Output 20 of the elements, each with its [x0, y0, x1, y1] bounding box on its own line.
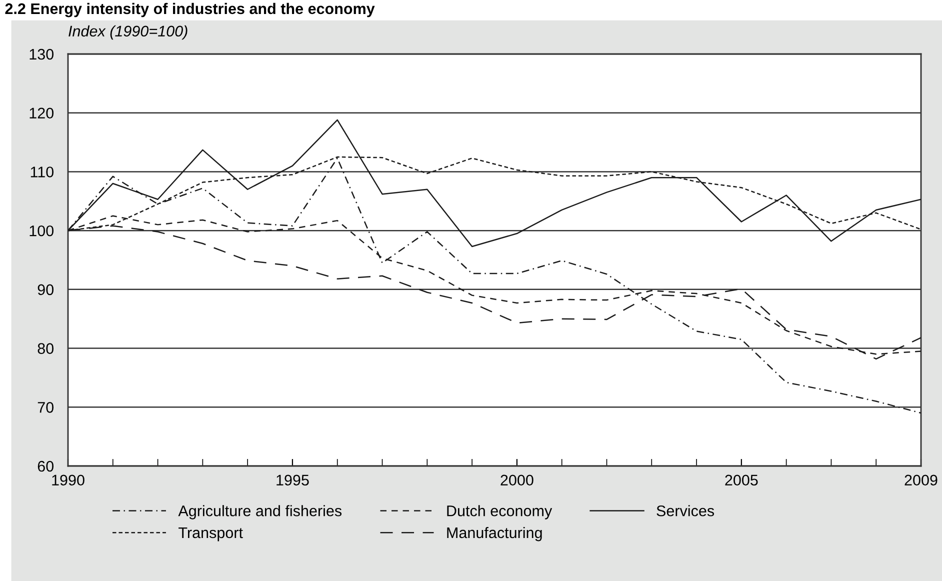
x-tick-label: 1990 — [52, 474, 84, 486]
x-tick-label: 2000 — [500, 474, 534, 486]
x-tick-label: 2005 — [725, 474, 758, 486]
y-tick-label: 60 — [38, 460, 54, 472]
y-tick-label: 80 — [38, 343, 54, 354]
y-tick-label: 100 — [30, 225, 54, 236]
y-tick-label: 120 — [30, 108, 54, 119]
y-tick-label: 70 — [38, 402, 54, 413]
legend-label: Transport — [178, 528, 243, 542]
legend-label: Agriculture and fisheries — [178, 505, 342, 520]
y-axis-title: Index (1990=100) — [68, 25, 188, 40]
legend-label: Manufacturing — [447, 526, 542, 542]
x-tick-label: 1995 — [276, 474, 309, 486]
y-tick-label: 90 — [38, 284, 54, 296]
legend-label: Services — [656, 505, 714, 516]
y-tick-label: 130 — [30, 48, 54, 60]
legend-label: Dutch economy — [447, 505, 552, 520]
chart-title: 2.2 Energy intensity of industries and the economy — [5, 2, 375, 18]
y-tick-label: 110 — [30, 166, 54, 178]
x-tick-label: 2009 — [904, 474, 938, 486]
